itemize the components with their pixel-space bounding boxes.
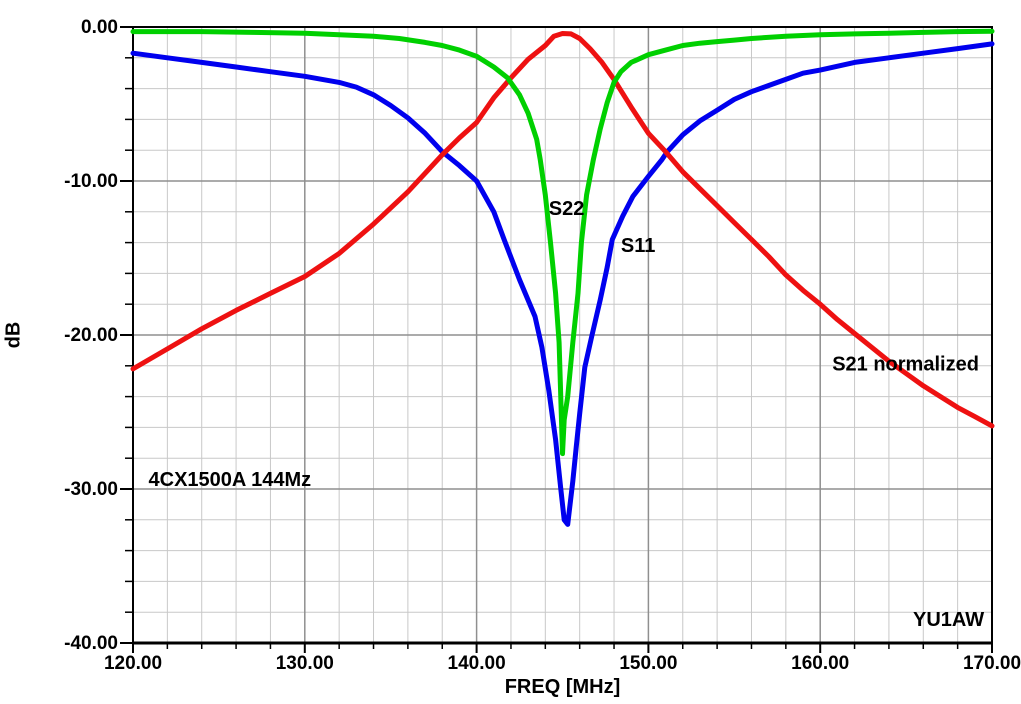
- x-tick-label: 160.00: [791, 653, 849, 674]
- y-axis-title: dB: [2, 321, 25, 349]
- x-tick-label: 120.00: [104, 653, 162, 674]
- annotation-4cx1500a-144mz: 4CX1500A 144Mz: [149, 469, 312, 491]
- x-tick-label: 170.00: [963, 653, 1021, 674]
- annotation-s21-normalized: S21 normalized: [832, 353, 979, 375]
- y-tick-label: -40.00: [64, 633, 118, 654]
- series-S11: [130, 41, 995, 527]
- x-tick-labels: 120.00 130.00 140.00 150.00 160.00 170.00: [104, 653, 1021, 674]
- major-gridlines: [133, 27, 992, 643]
- plot-border: [132, 26, 993, 645]
- annotation-s11: S11: [621, 235, 655, 257]
- annotation-yu1aw: YU1AW: [913, 609, 984, 631]
- x-tick-label: 140.00: [448, 653, 506, 674]
- y-tick-label: -10.00: [64, 171, 118, 192]
- series-S22: [130, 28, 995, 457]
- annotation-s22: S22: [549, 198, 585, 220]
- y-tick-labels: 0.00 -10.00 -20.00 -30.00 -40.00: [64, 17, 118, 654]
- x-tick-label: 150.00: [619, 653, 677, 674]
- x-tick-label: 130.00: [276, 653, 334, 674]
- y-tick-label: -30.00: [64, 479, 118, 500]
- y-tick-label: 0.00: [81, 17, 118, 38]
- annotations: S22 S11 S21 normalized 4CX1500A 144Mz YU1AW: [149, 198, 985, 631]
- series-S21-normalized: [130, 31, 995, 429]
- y-tick-label: -20.00: [64, 325, 118, 346]
- x-axis-title: FREQ [MHz]: [504, 676, 621, 698]
